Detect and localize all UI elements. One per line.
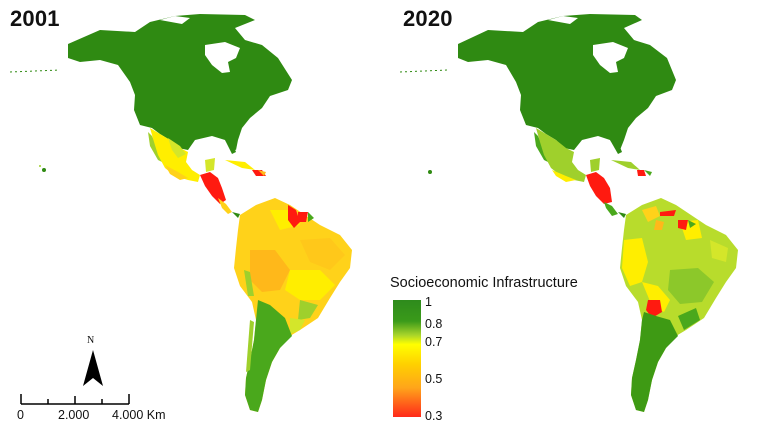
legend-color-bar [393, 300, 421, 417]
map-2001 [9, 14, 352, 412]
north-label: N [87, 335, 95, 346]
panel-title-2020: 2020 [403, 6, 453, 31]
north-arrow: N [78, 335, 108, 390]
map-2020 [399, 14, 738, 412]
legend-tick-0-7: 0.7 [425, 335, 443, 349]
legend: Socioeconomic Infrastructure 1 0.8 0.7 0… [390, 275, 620, 425]
panel-title-2001: 2001 [10, 6, 60, 31]
scale-bar-line [20, 394, 130, 405]
scale-label-2000: 2.000 [58, 408, 90, 422]
scale-bar: 0 2.000 4.000 Km [17, 392, 170, 432]
legend-tick-0-3: 0.3 [425, 409, 443, 423]
legend-tick-0-8: 0.8 [425, 317, 443, 331]
legend-tick-0-5: 0.5 [425, 372, 443, 386]
legend-title: Socioeconomic Infrastructure [390, 275, 578, 291]
scale-label-4000: 4.000 Km [112, 408, 166, 422]
scale-label-0: 0 [17, 408, 24, 422]
legend-tick-1: 1 [425, 295, 432, 309]
north-arrow-icon [83, 350, 103, 386]
